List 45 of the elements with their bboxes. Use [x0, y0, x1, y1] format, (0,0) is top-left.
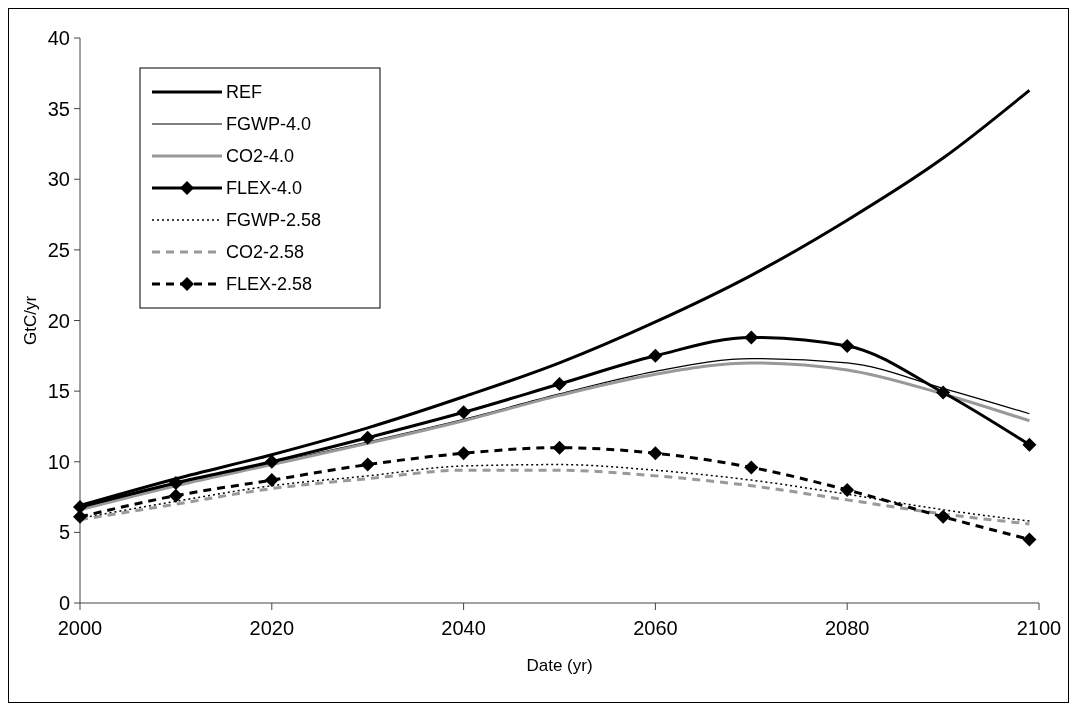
point: [936, 385, 951, 400]
point: [840, 338, 855, 353]
point: [360, 430, 375, 445]
point: [744, 460, 759, 475]
point: [168, 488, 183, 503]
point: [1022, 532, 1037, 547]
point: [744, 330, 759, 345]
x-tick-label: 2100: [1016, 617, 1062, 639]
legend-label: REF: [226, 82, 262, 103]
legend-label: FGWP-4.0: [226, 114, 312, 135]
point: [456, 405, 471, 420]
legend-label: FLEX-4.0: [226, 178, 303, 199]
y-tick-label: 25: [47, 238, 70, 261]
point: [264, 473, 279, 488]
point: [552, 377, 567, 392]
y-tick-label: 35: [47, 97, 70, 120]
legend-label: CO2-4.0: [226, 146, 295, 167]
y-tick-label: 30: [47, 168, 70, 191]
x-tick-label: 2000: [57, 617, 103, 639]
point: [648, 348, 663, 363]
legend-label: FLEX-2.58: [226, 274, 313, 295]
y-tick-label: 15: [47, 380, 70, 403]
legend-label: FGWP-2.58: [226, 210, 322, 231]
point: [456, 446, 471, 461]
y-tick-label: 40: [47, 27, 70, 49]
x-tick-label: 2060: [633, 617, 678, 639]
point: [73, 499, 87, 514]
y-tick-label: 0: [58, 592, 70, 614]
point: [552, 440, 567, 455]
y-tick-label: 20: [47, 309, 70, 332]
x-axis-title: Date (yr): [526, 656, 593, 675]
y-tick-label: 10: [47, 450, 70, 473]
x-tick-label: 2080: [824, 617, 870, 639]
point: [1022, 437, 1037, 452]
x-tick-label: 2020: [249, 617, 295, 639]
point: [648, 446, 663, 461]
point: [360, 457, 375, 472]
point: [936, 509, 951, 524]
y-tick-label: 5: [58, 521, 70, 544]
y-axis-title: GtC/yr: [21, 295, 40, 346]
x-tick-label: 2040: [441, 617, 486, 639]
legend-label: CO2-2.58: [226, 242, 305, 263]
point: [168, 475, 183, 490]
point: [840, 483, 855, 497]
point: [264, 454, 279, 469]
